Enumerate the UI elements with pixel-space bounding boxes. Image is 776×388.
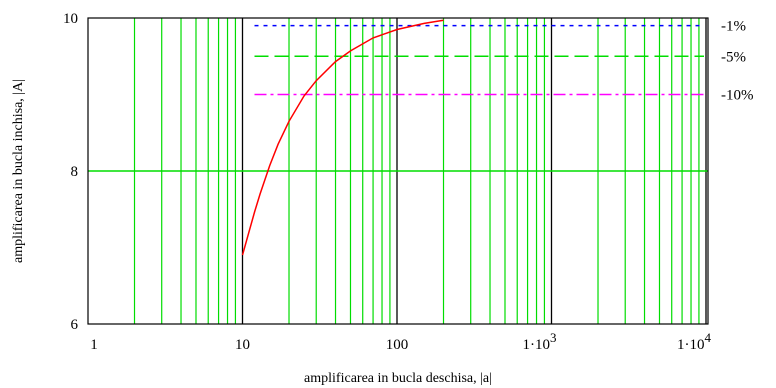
reference-labels: -1% -5% -10% <box>721 19 754 104</box>
grid <box>88 18 708 324</box>
x-axis-label: amplificarea in bucla deschisa, |a| <box>304 371 492 386</box>
x-tick-label: 1 <box>90 337 98 353</box>
reference-label-3: -10% <box>721 88 754 104</box>
reference-label-2: -5% <box>721 49 746 65</box>
tick-labels: 1 10 100 1·103 1·104 6 8 10 <box>63 11 712 353</box>
curve-layer <box>241 19 444 256</box>
x-tick-exponent: 3 <box>550 330 557 345</box>
plot-frame <box>87 17 709 325</box>
y-tick-label: 6 <box>71 317 79 333</box>
series-line-1 <box>241 19 444 256</box>
reference-label-1: -1% <box>721 19 746 35</box>
x-tick-label: 100 <box>386 337 409 353</box>
y-axis-label: amplificarea in bucla inchisa, |A| <box>11 79 26 263</box>
x-tick-label: 1·103 <box>523 330 557 353</box>
reference-lines <box>254 24 704 96</box>
y-tick-label: 8 <box>71 164 79 180</box>
y-tick-label: 10 <box>63 11 78 27</box>
x-tick-label: 1·104 <box>677 330 712 353</box>
x-tick-label: 10 <box>235 337 250 353</box>
x-tick-exponent: 4 <box>705 330 712 345</box>
